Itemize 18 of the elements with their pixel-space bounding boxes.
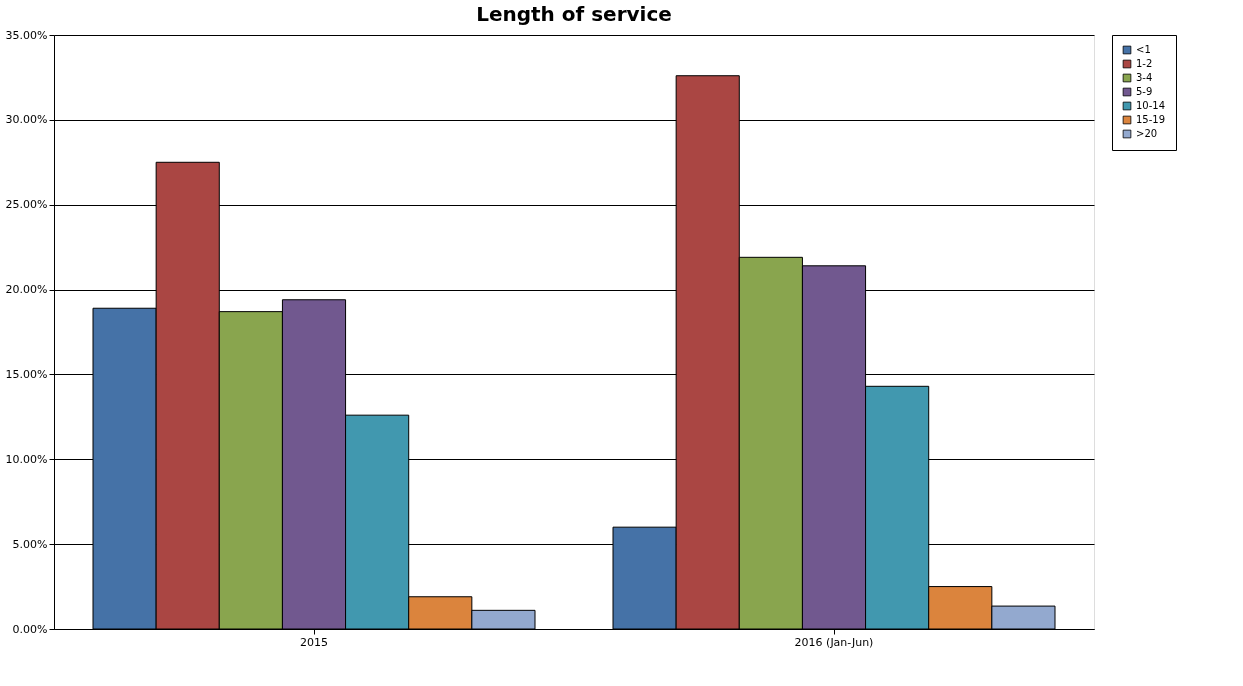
legend-label: 3-4 [1136, 72, 1153, 83]
y-tick-label: 5.00% [12, 537, 48, 551]
y-tick-label: 35.00% [5, 28, 48, 42]
y-tick-label: 30.00% [5, 113, 48, 127]
chart-title: Length of service [476, 2, 672, 26]
legend-label: 1-2 [1136, 58, 1153, 69]
y-tick-label: 0.00% [12, 622, 48, 636]
legend-label: 15-19 [1136, 114, 1166, 125]
y-tick-label: 25.00% [5, 198, 48, 212]
legend-label: 5-9 [1136, 86, 1153, 97]
legend-label: >20 [1136, 128, 1158, 139]
legend-label: 10-14 [1136, 100, 1166, 111]
legend-label: <1 [1136, 44, 1151, 55]
x-tick-label: 2015 [300, 635, 328, 649]
y-tick-label: 20.00% [5, 283, 48, 297]
x-tick-label: 2016 (Jan-Jun) [794, 635, 874, 649]
y-tick-label: 10.00% [5, 452, 48, 466]
y-tick-label: 15.00% [5, 367, 48, 381]
